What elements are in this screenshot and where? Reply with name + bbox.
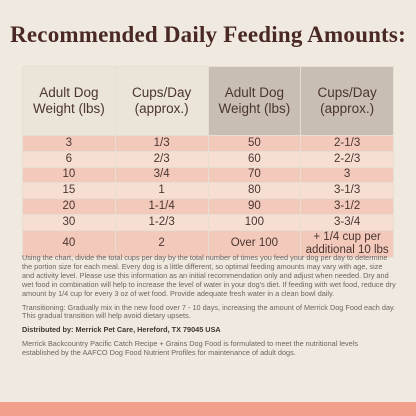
notes: Using the chart, divide the total cups p… bbox=[22, 253, 396, 363]
table-cell: 90 bbox=[207, 198, 302, 215]
header-cell: Cups/Day (approx.) bbox=[300, 66, 394, 136]
title: Recommended Daily Feeding Amounts: bbox=[10, 22, 406, 47]
header-cell: Adult Dog Weight (lbs) bbox=[22, 66, 116, 136]
table-cell: 60 bbox=[207, 150, 302, 168]
table-row: 3 1/3 50 2-1/3 bbox=[22, 135, 394, 152]
table-cell: + 1/4 cup per additional 10 lbs bbox=[300, 229, 394, 258]
note: Using the chart, divide the total cups p… bbox=[22, 253, 396, 298]
table-cell: 70 bbox=[207, 166, 302, 184]
header-row: Adult Dog Weight (lbs) Cups/Day (approx.)… bbox=[22, 66, 394, 136]
table-cell: 3 bbox=[300, 166, 394, 184]
table-row: 15 1 80 3-1/3 bbox=[22, 182, 394, 200]
footnote: Merrick Backcountry Pacific Catch Recipe… bbox=[22, 339, 359, 358]
table-cell: 10 bbox=[22, 166, 116, 184]
table-cell: 1-1/4 bbox=[114, 198, 209, 215]
table-cell: 3 bbox=[22, 135, 116, 152]
table-cell: 3-3/4 bbox=[300, 213, 394, 231]
table-cell: 1 bbox=[114, 182, 209, 200]
table-cell: 3/4 bbox=[114, 166, 209, 184]
table-cell: 6 bbox=[22, 150, 116, 168]
table-row: 30 1-2/3 100 3-3/4 bbox=[22, 213, 394, 231]
table-cell: 3-1/3 bbox=[300, 182, 394, 200]
table-cell: 30 bbox=[22, 213, 116, 231]
footer-bar bbox=[0, 402, 416, 416]
header-cell: Adult Dog Weight (lbs) bbox=[207, 66, 302, 136]
table-cell: 20 bbox=[22, 198, 116, 215]
table-cell: 50 bbox=[207, 135, 302, 152]
table-cell: 80 bbox=[207, 182, 302, 200]
table-cell: 3-1/2 bbox=[300, 198, 394, 215]
feeding-table: Adult Dog Weight (lbs) Cups/Day (approx.)… bbox=[22, 66, 394, 258]
table-cell: 2/3 bbox=[114, 150, 209, 168]
table-cell: 2-2/3 bbox=[300, 150, 394, 168]
table-row: 10 3/4 70 3 bbox=[22, 166, 394, 184]
table-body: Adult Dog Weight (lbs) Cups/Day (approx.)… bbox=[22, 66, 394, 258]
table-cell: 100 bbox=[207, 213, 302, 231]
table-cell: Over 100 bbox=[207, 229, 302, 258]
table-cell: 15 bbox=[22, 182, 116, 200]
distributor: Distributed by: Merrick Pet Care, Herefo… bbox=[22, 325, 221, 335]
table-cell: 40 bbox=[22, 229, 116, 258]
header-cell: Cups/Day (approx.) bbox=[114, 66, 209, 136]
table-row: 6 2/3 60 2-2/3 bbox=[22, 150, 394, 168]
table-cell: 1/3 bbox=[114, 135, 209, 152]
table-row: 20 1-1/4 90 3-1/2 bbox=[22, 198, 394, 215]
note: Transitioning: Gradually mix in the new … bbox=[22, 302, 396, 321]
table-row: 40 2 Over 100 + 1/4 cup per additional 10 l… bbox=[22, 229, 394, 258]
table-cell: 1-2/3 bbox=[114, 213, 209, 231]
table-cell: 2-1/3 bbox=[300, 135, 394, 152]
